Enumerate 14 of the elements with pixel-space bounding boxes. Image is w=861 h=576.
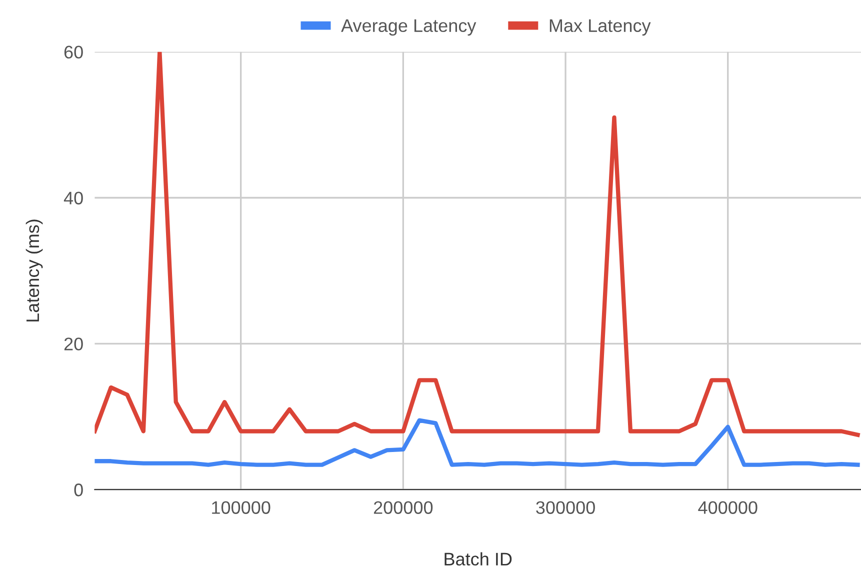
line-series: [94, 52, 860, 437]
y-tick-label: 60: [64, 46, 83, 59]
y-axis-title: Latency (ms): [26, 220, 43, 322]
y-tick-label: 40: [64, 192, 83, 204]
x-tick-label: 100000: [212, 501, 270, 514]
legend-label: Average Latency: [341, 19, 476, 36]
line-series: [94, 418, 860, 467]
y-tick-label: 20: [64, 338, 83, 350]
y-tick-label: 0: [74, 484, 83, 496]
x-tick-label: 400000: [698, 501, 758, 514]
legend-label: Max Latency: [550, 19, 651, 36]
x-tick-label: 200000: [374, 501, 433, 514]
x-axis-title: Batch ID: [444, 552, 512, 566]
x-tick-label: 300000: [536, 501, 595, 514]
